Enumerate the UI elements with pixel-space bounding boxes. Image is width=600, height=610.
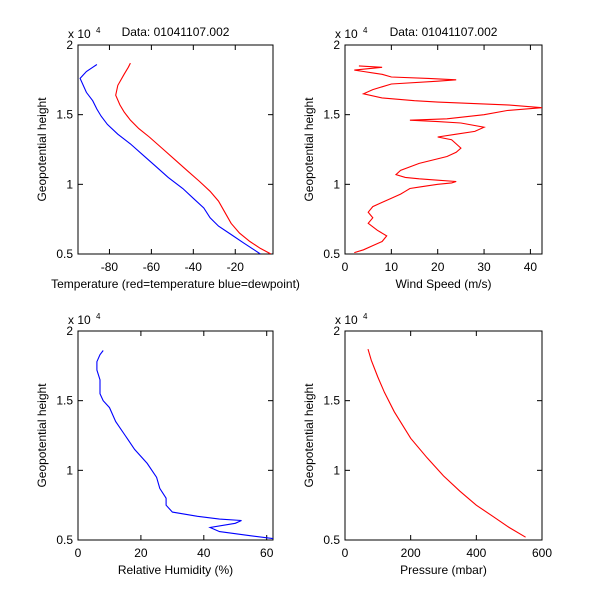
y-tick-label: 1.5	[56, 394, 73, 408]
y-tick-label: 1.5	[323, 394, 340, 408]
y-tick-label: 2	[333, 38, 340, 52]
y-axis-label: Geopotential height	[302, 383, 316, 488]
chart-title: Data: 01041107.002	[122, 25, 230, 39]
x-tick-label: -40	[185, 260, 203, 274]
x-tick-label: 20	[431, 260, 445, 274]
x-tick-label: 20	[134, 546, 148, 560]
y-tick-label: 2	[333, 324, 340, 338]
chart-panel-4: 0 200 400 600 0.5 1 1.5 2x 10 4 Pressure (mbar) Ge…	[302, 312, 552, 577]
y-tick-label: 2	[66, 324, 73, 338]
x-tick-label: 40	[197, 546, 211, 560]
x-tick-label: -60	[143, 260, 161, 274]
chart-panel-3: 0 20 40 60 0.5 1 1.5 2x 10 4 Relative Humidity (%…	[35, 312, 274, 577]
y-tick-label: 0.5	[56, 247, 73, 261]
x-tick-label: 600	[532, 546, 552, 560]
chart-panel-1: -80 -60 -40 -20 0.5 1 1.5 2x 10 4 Data: 01041107.…	[35, 25, 300, 291]
y-exponent-label: x 10	[335, 27, 358, 41]
x-tick-label: -80	[101, 260, 119, 274]
x-axis-label: Pressure (mbar)	[400, 563, 487, 577]
y-exponent-power: 4	[363, 26, 368, 35]
y-exponent-power: 4	[363, 312, 368, 321]
x-axis-label: Relative Humidity (%)	[118, 563, 233, 577]
series-line-pressure	[367, 348, 526, 538]
y-tick-label: 1.5	[56, 108, 73, 122]
y-tick-label: 1.5	[323, 108, 340, 122]
series-line-temperature	[115, 62, 272, 254]
x-axis-label: Wind Speed (m/s)	[395, 277, 491, 291]
y-exponent-label: x 10	[68, 27, 91, 41]
x-tick-label: 30	[477, 260, 491, 274]
y-tick-label: 1	[333, 177, 340, 191]
axes-box	[344, 44, 543, 255]
x-tick-label: 0	[75, 546, 82, 560]
axes-box	[344, 330, 543, 541]
chart-title: Data: 01041107.002	[390, 25, 498, 39]
y-tick-label: 1	[66, 177, 73, 191]
x-tick-label: 0	[342, 546, 349, 560]
y-axis-label: Geopotential height	[35, 383, 49, 488]
x-tick-label: 60	[260, 546, 274, 560]
series-line-relative-humidity	[96, 350, 273, 540]
axes-box	[77, 330, 274, 541]
y-tick-label: 0.5	[323, 533, 340, 547]
y-exponent-label: x 10	[68, 313, 91, 327]
y-exponent-label: x 10	[335, 313, 358, 327]
y-exponent-power: 4	[96, 312, 101, 321]
y-tick-label: 0.5	[323, 247, 340, 261]
series-line-dewpoint	[79, 64, 261, 254]
y-tick-label: 2	[66, 38, 73, 52]
y-tick-label: 1	[333, 463, 340, 477]
x-tick-label: 10	[385, 260, 399, 274]
x-tick-label: 400	[466, 546, 486, 560]
y-exponent-power: 4	[96, 26, 101, 35]
x-axis-label: Temperature (red=temperature blue=dewpoi…	[51, 277, 300, 291]
y-tick-label: 1	[66, 463, 73, 477]
series-line-wind-speed	[354, 65, 542, 254]
x-tick-label: -20	[227, 260, 245, 274]
x-tick-label: 40	[524, 260, 538, 274]
y-tick-label: 0.5	[56, 533, 73, 547]
y-axis-label: Geopotential height	[35, 97, 49, 202]
x-tick-label: 200	[401, 546, 421, 560]
axes-box	[77, 44, 274, 255]
chart-panel-2: 0 10 20 30 40 0.5 1 1.5 2x 10 4 Data: 01041107.002…	[302, 25, 543, 291]
y-axis-label: Geopotential height	[302, 97, 316, 202]
x-tick-label: 0	[342, 260, 349, 274]
